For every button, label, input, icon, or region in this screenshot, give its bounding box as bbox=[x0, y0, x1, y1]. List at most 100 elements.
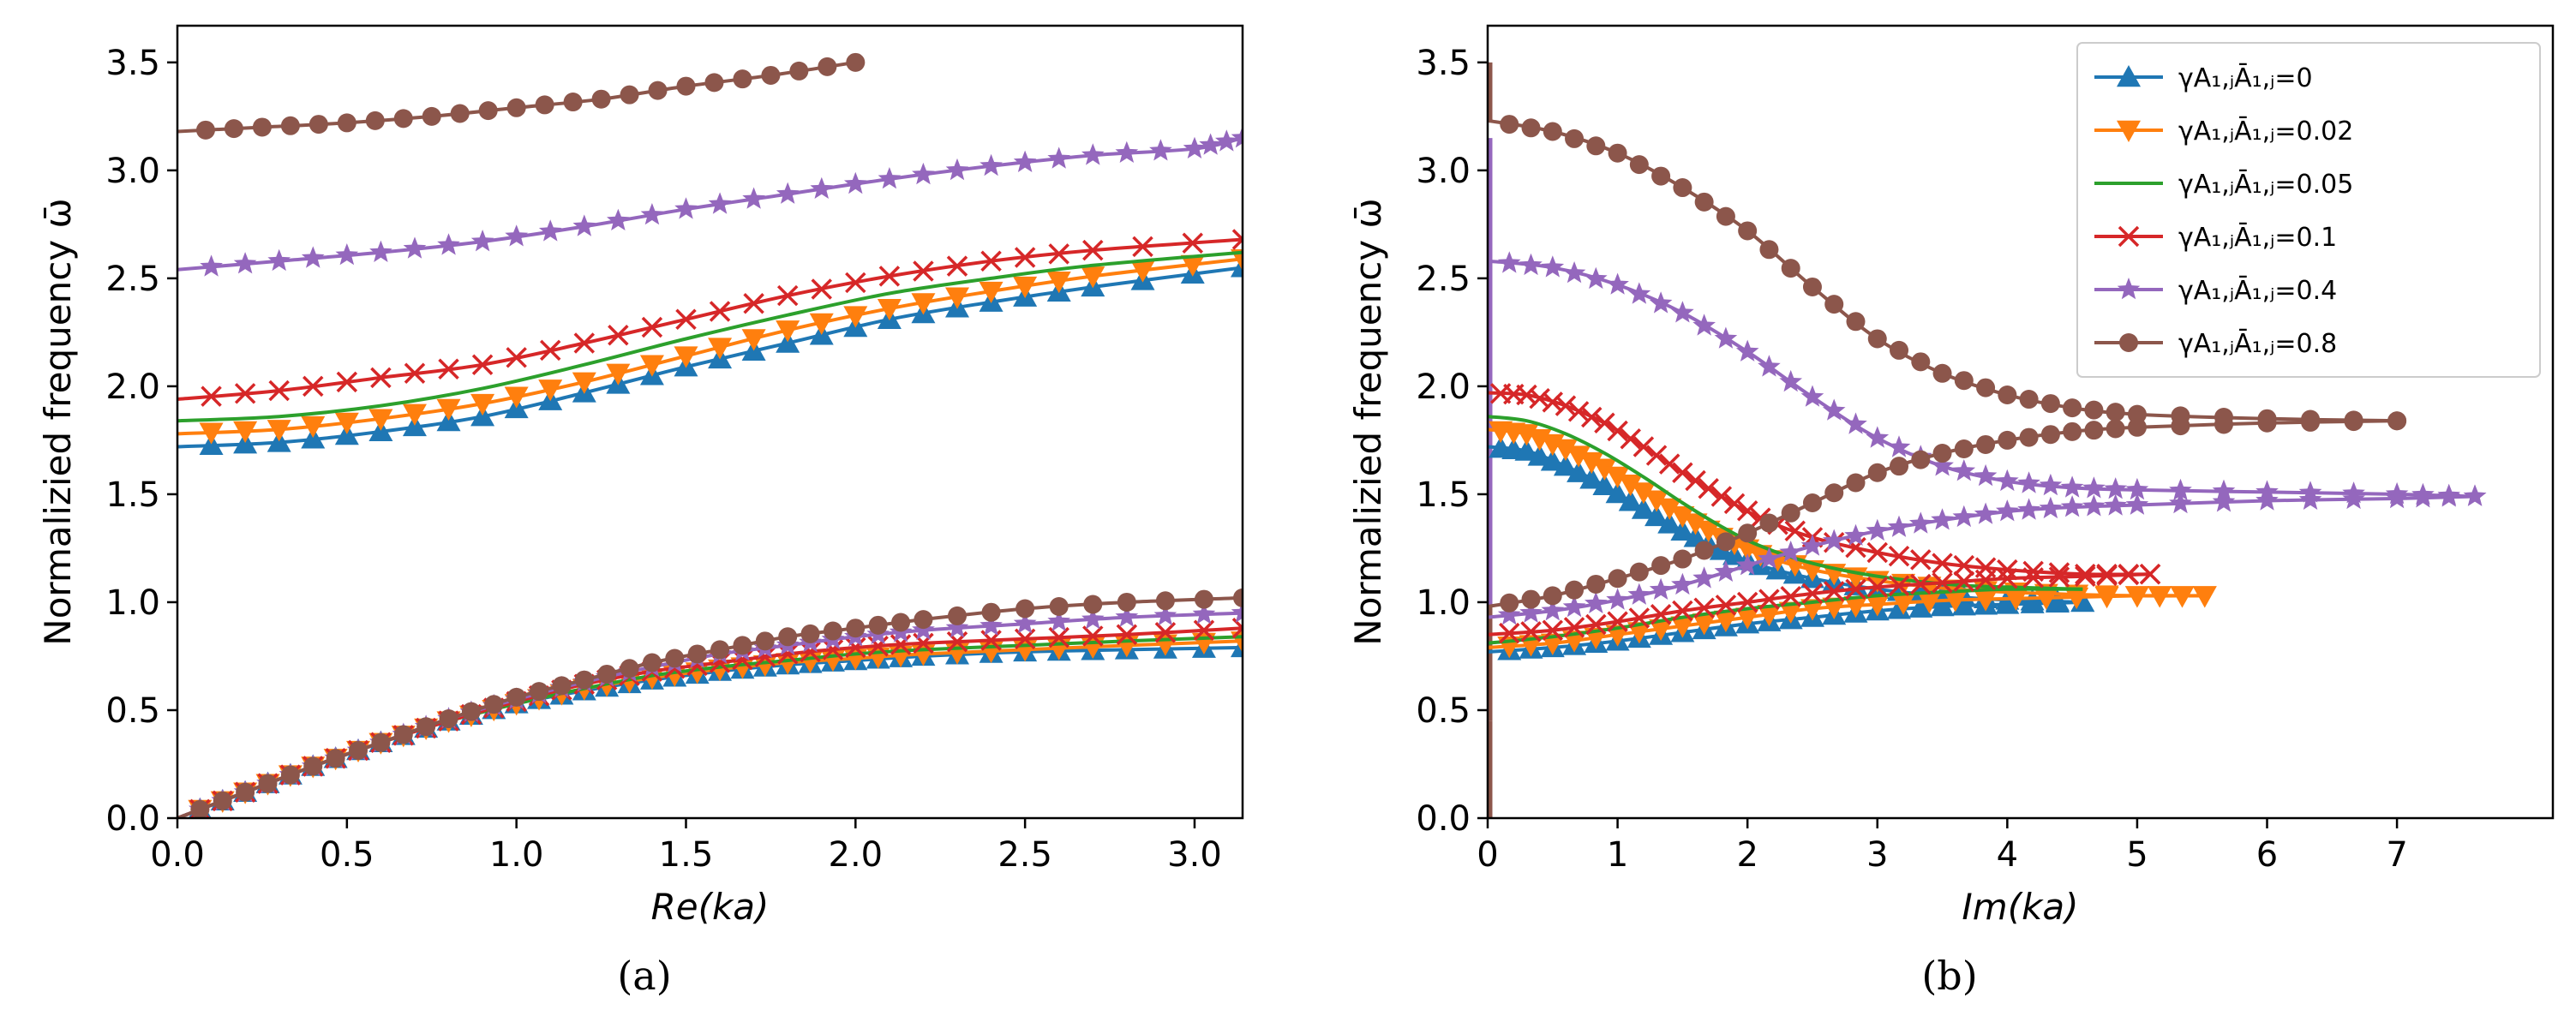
data-point-marker bbox=[1081, 266, 1105, 289]
data-point-marker bbox=[1822, 597, 1847, 619]
data-point-marker bbox=[1644, 490, 1669, 512]
data-point-marker bbox=[200, 254, 223, 277]
data-point-marker bbox=[1738, 523, 1758, 543]
data-point-marker bbox=[1183, 136, 1207, 158]
data-point-marker bbox=[1800, 534, 1824, 556]
data-point-marker bbox=[2084, 400, 2104, 420]
panel-a-chart: 0.0 0.5 1.0 1.5 2.0 2.5 3.0 0.0 0.5 1.0 1.5 2.0 2.5 3… bbox=[37, 24, 1244, 928]
data-point-marker bbox=[843, 306, 868, 328]
data-point-marker bbox=[1541, 255, 1565, 278]
data-point-marker bbox=[450, 104, 470, 123]
data-point-marker bbox=[648, 81, 668, 100]
data-point-marker bbox=[267, 248, 291, 272]
data-point-marker bbox=[1974, 589, 1998, 612]
data-point-marker bbox=[1671, 572, 1694, 595]
data-point-marker bbox=[1998, 385, 2017, 404]
data-point-marker bbox=[422, 106, 441, 126]
data-point-marker bbox=[591, 89, 611, 109]
data-point-marker bbox=[1606, 272, 1629, 295]
data-point-marker bbox=[755, 631, 775, 651]
data-point-marker bbox=[1910, 549, 1932, 571]
data-point-marker bbox=[2127, 404, 2147, 424]
data-point-marker bbox=[504, 386, 529, 409]
data-point-marker bbox=[1626, 622, 1651, 644]
data-point-marker bbox=[845, 272, 866, 294]
data-point-marker bbox=[1685, 469, 1706, 492]
data-point-marker bbox=[1670, 616, 1695, 638]
data-point-marker bbox=[2019, 390, 2039, 409]
data-point-marker bbox=[1233, 588, 1243, 607]
series-line bbox=[177, 60, 856, 134]
legend-entry: γA₁,ⱼĀ₁,ⱼ=0.1 bbox=[2178, 222, 2337, 253]
data-point-marker bbox=[1567, 401, 1590, 422]
y-tick-label: 3.5 bbox=[1416, 44, 1471, 83]
data-point-marker bbox=[437, 233, 460, 255]
data-point-marker bbox=[1632, 436, 1655, 457]
data-point-marker bbox=[1618, 489, 1643, 511]
data-point-marker bbox=[1888, 575, 1910, 596]
data-point-marker bbox=[484, 695, 504, 714]
x-tick-label: 2 bbox=[1736, 835, 1758, 875]
data-point-marker bbox=[1758, 547, 1781, 569]
data-point-marker bbox=[2118, 564, 2140, 586]
data-point-marker bbox=[2045, 590, 2070, 613]
data-point-marker bbox=[1997, 559, 2018, 581]
data-point-marker bbox=[1231, 126, 1243, 148]
data-point-marker bbox=[1716, 206, 1735, 226]
series-line bbox=[177, 250, 1243, 423]
data-point-marker bbox=[743, 293, 764, 314]
data-point-marker bbox=[1713, 610, 1738, 632]
data-point-marker bbox=[539, 339, 561, 362]
data-point-marker bbox=[704, 73, 724, 93]
data-point-marker bbox=[201, 386, 222, 407]
legend-entry: γA₁,ⱼĀ₁,ⱼ=0.02 bbox=[2178, 116, 2353, 146]
data-point-marker bbox=[1890, 457, 1909, 476]
data-point-marker bbox=[535, 95, 554, 115]
data-point-marker bbox=[1585, 266, 1608, 290]
data-point-marker bbox=[438, 358, 459, 380]
data-point-marker bbox=[1692, 566, 1716, 589]
data-point-marker bbox=[1714, 559, 1738, 582]
data-point-marker bbox=[1651, 166, 1671, 186]
data-point-marker bbox=[1887, 597, 1912, 619]
data-point-marker bbox=[1565, 580, 1585, 600]
data-point-marker bbox=[1193, 619, 1215, 641]
data-point-marker bbox=[1543, 122, 1562, 141]
data-point-marker bbox=[224, 119, 243, 139]
data-point-marker bbox=[710, 640, 730, 660]
data-point-marker bbox=[393, 109, 413, 128]
data-point-marker bbox=[914, 610, 933, 630]
data-point-marker bbox=[1586, 574, 1606, 594]
data-point-marker bbox=[2060, 495, 2084, 517]
data-point-marker bbox=[2075, 565, 2096, 587]
data-point-marker bbox=[867, 635, 889, 657]
data-point-marker bbox=[1692, 613, 1716, 636]
data-point-marker bbox=[1997, 567, 2018, 589]
plot-area bbox=[177, 52, 1243, 818]
data-point-marker bbox=[1844, 412, 1867, 434]
data-point-marker bbox=[1081, 607, 1105, 630]
x-tick-label: 1.0 bbox=[489, 835, 544, 875]
data-point-marker bbox=[2060, 475, 2084, 498]
data-point-marker bbox=[1649, 291, 1673, 314]
data-point-marker bbox=[1606, 588, 1629, 610]
data-point-marker bbox=[1081, 143, 1105, 165]
data-point-marker bbox=[2104, 477, 2127, 499]
data-point-marker bbox=[912, 618, 935, 640]
data-point-marker bbox=[1917, 591, 1942, 614]
data-point-marker bbox=[1083, 595, 1103, 614]
data-point-marker bbox=[946, 255, 968, 277]
data-point-marker bbox=[2019, 427, 2039, 447]
x-tick-label: 5 bbox=[2126, 835, 2148, 875]
data-point-marker bbox=[1192, 602, 1216, 625]
x-tick-label: 0.0 bbox=[150, 835, 205, 875]
data-point-marker bbox=[1046, 272, 1071, 294]
data-point-marker bbox=[236, 782, 255, 802]
data-point-marker bbox=[1670, 518, 1695, 541]
data-point-marker bbox=[303, 756, 323, 776]
data-point-marker bbox=[1801, 583, 1824, 605]
data-point-marker bbox=[2257, 413, 2277, 433]
data-point-marker bbox=[1514, 439, 1539, 461]
data-point-marker bbox=[640, 203, 664, 225]
data-point-marker bbox=[1231, 255, 1243, 278]
